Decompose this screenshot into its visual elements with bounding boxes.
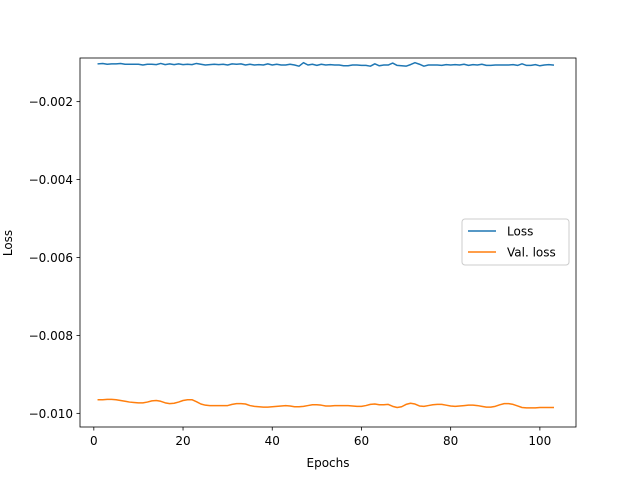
y-tick-label: −0.002 bbox=[29, 95, 73, 109]
x-tick-label: 40 bbox=[265, 434, 280, 448]
legend-label-val-loss: Val. loss bbox=[507, 246, 556, 260]
x-tick-label: 60 bbox=[354, 434, 369, 448]
y-tick-label: −0.006 bbox=[29, 251, 73, 265]
y-tick-label: −0.008 bbox=[29, 329, 73, 343]
y-tick-label: −0.010 bbox=[29, 407, 73, 421]
y-tick-label: −0.004 bbox=[29, 173, 73, 187]
plot-frame bbox=[79, 57, 577, 428]
y-axis-label: Loss bbox=[1, 230, 15, 256]
x-axis-ticks: 0 20 40 60 80 100 bbox=[90, 427, 551, 448]
series-lines bbox=[97, 61, 555, 409]
x-tick-label: 20 bbox=[175, 434, 190, 448]
x-tick-label: 0 bbox=[90, 434, 98, 448]
series-line-val-loss bbox=[97, 398, 554, 409]
legend-label-loss: Loss bbox=[507, 225, 533, 239]
y-axis-ticks: −0.002 −0.004 −0.006 −0.008 −0.010 bbox=[29, 95, 80, 421]
legend: Loss Val. loss bbox=[461, 218, 570, 266]
series-line-loss bbox=[97, 61, 555, 67]
x-axis-label: Epochs bbox=[307, 456, 350, 470]
x-tick-label: 80 bbox=[443, 434, 458, 448]
x-tick-label: 100 bbox=[528, 434, 551, 448]
